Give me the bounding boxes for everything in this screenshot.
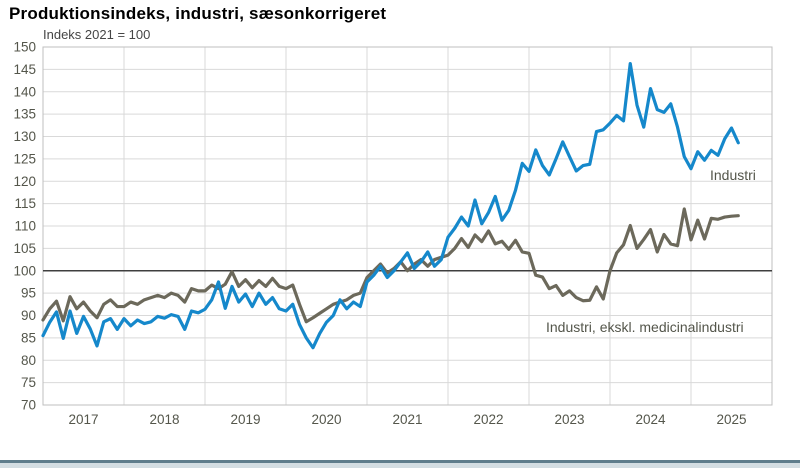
grid-lines xyxy=(43,46,772,406)
y-tick-label-80: 80 xyxy=(21,353,36,368)
x-tick-label-2021: 2021 xyxy=(392,412,422,427)
x-tick-label-2022: 2022 xyxy=(473,412,503,427)
x-tick-label-2019: 2019 xyxy=(230,412,260,427)
series-label-industri: Industri xyxy=(710,167,756,183)
footer-divider-shadow xyxy=(0,463,800,468)
y-tick-label-115: 115 xyxy=(14,196,36,211)
footer-divider-bar xyxy=(0,460,800,463)
y-tick-label-135: 135 xyxy=(13,107,36,122)
y-tick-label-100: 100 xyxy=(13,263,36,278)
x-tick-label-2024: 2024 xyxy=(635,412,666,427)
y-tick-label-120: 120 xyxy=(13,174,36,189)
y-tick-label-150: 150 xyxy=(13,40,36,55)
chart-subtitle: Indeks 2021 = 100 xyxy=(43,27,151,42)
chart-title: Produktionsindeks, industri, sæsonkorrig… xyxy=(9,4,387,23)
y-tick-label-70: 70 xyxy=(21,398,36,413)
y-tick-label-105: 105 xyxy=(13,241,36,256)
x-tick-label-2017: 2017 xyxy=(68,412,98,427)
y-tick-label-75: 75 xyxy=(21,375,36,390)
x-tick-label-2025: 2025 xyxy=(716,412,746,427)
y-tick-label-110: 110 xyxy=(14,219,36,234)
series-line-industri-ekskl-medicinalindustri xyxy=(41,207,740,324)
y-tick-label-125: 125 xyxy=(13,151,36,166)
x-tick-label-2018: 2018 xyxy=(149,412,179,427)
y-tick-label-130: 130 xyxy=(13,129,36,144)
y-tick-label-85: 85 xyxy=(21,330,36,345)
x-tick-label-2020: 2020 xyxy=(311,412,341,427)
y-axis-tick-labels: 70 75 80 85 90 95 100 105 110 115 120 125 130 135 140 1… xyxy=(13,40,36,413)
y-tick-label-140: 140 xyxy=(13,84,36,99)
y-tick-label-145: 145 xyxy=(13,62,36,77)
x-axis-tick-labels: 2017 2018 2019 2020 2021 2022 2023 2024 2025 xyxy=(68,412,746,427)
series-line-industri xyxy=(41,61,740,350)
y-tick-label-95: 95 xyxy=(21,286,36,301)
x-tick-label-2023: 2023 xyxy=(554,412,584,427)
plot-border xyxy=(42,46,773,406)
y-tick-label-90: 90 xyxy=(21,308,36,323)
series-label-industri-ekskl-medicinalindustri: Industri, ekskl. medicinalindustri xyxy=(546,319,744,335)
